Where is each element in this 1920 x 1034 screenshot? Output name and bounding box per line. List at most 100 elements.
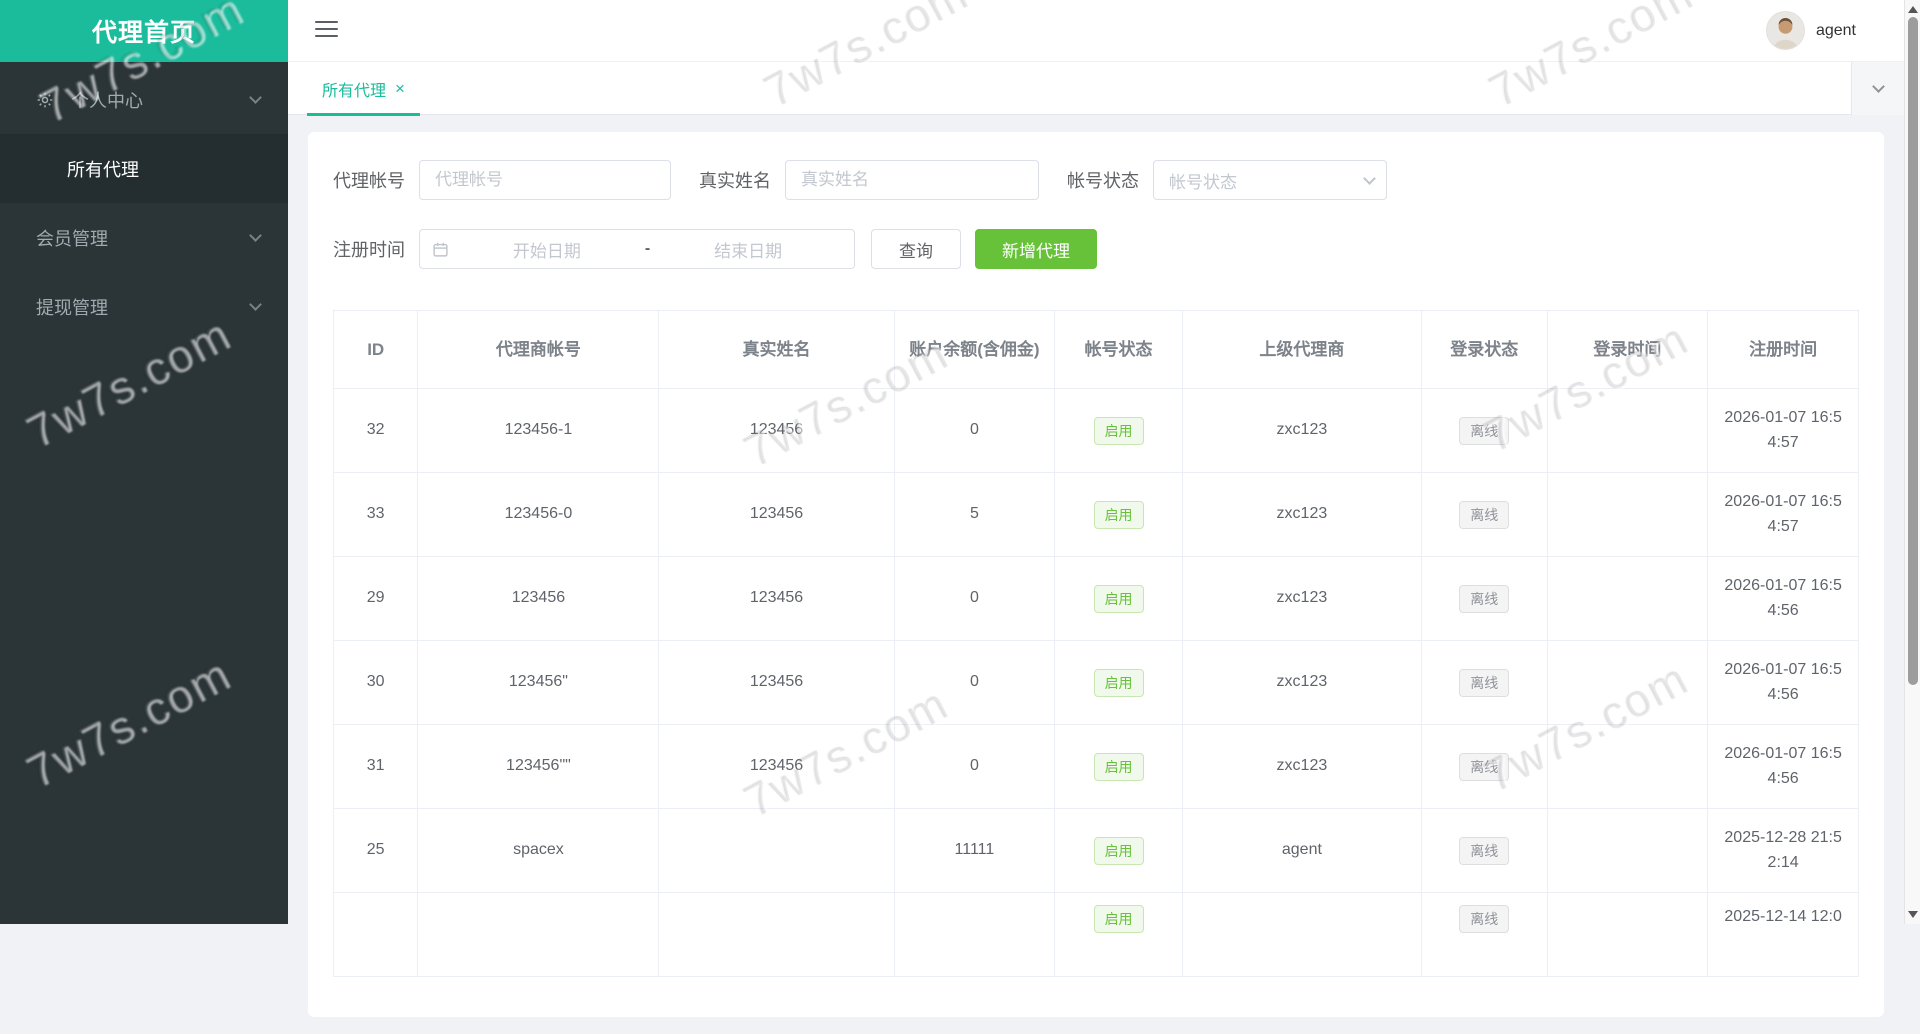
column-header: 真实姓名 (658, 310, 895, 389)
real-name-input[interactable] (785, 160, 1039, 200)
cell-reg_time: 2026-01-07 16:54:56 (1707, 640, 1859, 725)
login-status-badge: 离线 (1459, 584, 1510, 613)
username-label: agent (1815, 21, 1856, 39)
cell-login_time (1546, 724, 1709, 809)
avatar[interactable] (1765, 11, 1805, 50)
sidebar-header: 代理首页 (0, 0, 288, 62)
cell-parent: agent (1181, 808, 1422, 893)
content-card: 代理帐号 真实姓名 帐号状态 帐号状态 注册时间 (308, 132, 1884, 1017)
date-separator: - (644, 240, 651, 257)
cell-balance: 0 (893, 556, 1056, 641)
cell-balance: 0 (893, 388, 1056, 473)
scroll-down-arrow-icon[interactable] (1908, 911, 1918, 918)
tab-bar: 所有代理 × (288, 62, 1904, 116)
cell-login_time (1546, 472, 1709, 557)
cell-login_status: 离线 (1420, 556, 1548, 641)
reg-time-label: 注册时间 (333, 240, 405, 260)
date-range-picker[interactable]: 开始日期 - 结束日期 (419, 229, 855, 269)
cell-login_time (1546, 640, 1709, 725)
cell-status: 启用 (1054, 808, 1183, 893)
login-status-badge: 离线 (1459, 668, 1510, 697)
account-status-placeholder: 帐号状态 (1169, 172, 1237, 192)
cell-reg_time: 2026-01-07 16:54:57 (1707, 472, 1859, 557)
cell-balance (893, 892, 1056, 977)
date-start-input[interactable]: 开始日期 (512, 241, 581, 261)
cell-real_name: 123456 (658, 640, 895, 725)
cell-reg_time: 2026-01-07 16:54:56 (1707, 724, 1859, 809)
add-agent-button[interactable]: 新增代理 (975, 229, 1097, 269)
top-navbar: agent (288, 0, 1904, 62)
status-badge: 启用 (1093, 836, 1144, 865)
tab-list-dropdown-button[interactable] (1851, 62, 1904, 115)
date-end-input[interactable]: 结束日期 (714, 241, 783, 261)
tab-close-icon[interactable]: × (395, 79, 405, 98)
cell-id: 30 (332, 640, 419, 725)
cell-reg_time: 2026-01-07 16:54:57 (1707, 388, 1859, 473)
sidebar-item-1[interactable]: 所有代理 (0, 134, 288, 203)
cell-parent: zxc123 (1181, 640, 1422, 725)
login-status-badge: 离线 (1459, 416, 1510, 445)
vertical-scrollbar[interactable] (1904, 0, 1920, 924)
cell-login_time (1546, 892, 1709, 977)
cell-id (332, 892, 419, 977)
cell-login_status: 离线 (1420, 892, 1548, 977)
search-form-row-2: 注册时间 开始日期 - 结束日期 查询 新增代理 (333, 229, 1859, 269)
chevron-down-icon (1871, 80, 1885, 93)
tab-label: 所有代理 (322, 82, 387, 100)
sidebar-item-label: 提现管理 (36, 297, 108, 318)
user-menu[interactable]: agent (1765, 11, 1856, 50)
sidebar-item-3[interactable]: 提现管理 (0, 272, 288, 341)
login-status-badge: 离线 (1459, 500, 1510, 529)
status-badge: 启用 (1093, 416, 1144, 445)
agent-account-label: 代理帐号 (333, 171, 405, 191)
account-status-select[interactable]: 帐号状态 (1153, 160, 1387, 200)
tab-all-agents[interactable]: 所有代理 × (307, 62, 420, 116)
cell-real_name: 123456 (658, 388, 895, 473)
content-area: 代理帐号 真实姓名 帐号状态 帐号状态 注册时间 (288, 115, 1904, 1034)
scroll-up-arrow-icon[interactable] (1908, 6, 1918, 13)
cell-parent: zxc123 (1181, 472, 1422, 557)
cell-status: 启用 (1054, 892, 1183, 977)
cell-id: 32 (332, 388, 419, 473)
app-title: 代理首页 (91, 19, 196, 47)
gear-icon (36, 91, 54, 109)
main-area: agent 所有代理 × 代理帐号 真实姓名 帐号状态 帐号状态 (288, 0, 1904, 1017)
avatar-photo (1766, 12, 1804, 49)
column-header: 注册时间 (1707, 310, 1859, 389)
table-row: 启用 离线 2025-12-14 12:0 (332, 892, 1859, 977)
cell-login_status: 离线 (1420, 640, 1548, 725)
table-row: 33 123456-0 123456 5 启用 zxc123 离线 2026-01-07 16… (332, 472, 1859, 557)
account-status-label: 帐号状态 (1067, 171, 1139, 191)
sidebar-menu: 个人中心所有代理会员管理提现管理 (0, 62, 288, 341)
cell-parent: zxc123 (1181, 388, 1422, 473)
login-status-badge: 离线 (1459, 836, 1510, 865)
cell-balance: 0 (893, 640, 1056, 725)
table-row: 30 123456" 123456 0 启用 zxc123 离线 2026-01-07 16:… (332, 640, 1859, 725)
status-badge: 启用 (1093, 905, 1144, 933)
chevron-down-icon (249, 298, 262, 311)
hamburger-menu-button[interactable] (315, 21, 338, 37)
column-header: 登录状态 (1420, 310, 1548, 389)
table-row: 32 123456-1 123456 0 启用 zxc123 离线 2026-01-07 16… (332, 388, 1859, 473)
cell-real_name: 123456 (658, 472, 895, 557)
real-name-label: 真实姓名 (699, 171, 771, 191)
table-row: 29 123456 123456 0 启用 zxc123 离线 2026-01-07 16:5… (332, 556, 1859, 641)
sidebar: 代理首页 个人中心所有代理会员管理提现管理 (0, 0, 288, 924)
search-form-row-1: 代理帐号 真实姓名 帐号状态 帐号状态 (333, 160, 1859, 200)
cell-id: 29 (332, 556, 419, 641)
sidebar-item-label: 所有代理 (67, 159, 139, 180)
chevron-down-icon (249, 229, 262, 242)
cell-id: 31 (332, 724, 419, 809)
sidebar-item-2[interactable]: 会员管理 (0, 203, 288, 272)
cell-account: 123456"" (417, 724, 660, 809)
cell-real_name (658, 808, 895, 893)
cell-status: 启用 (1054, 388, 1183, 473)
column-header: 账户余额(含佣金) (893, 310, 1056, 389)
search-button[interactable]: 查询 (871, 229, 961, 269)
agent-account-input[interactable] (419, 160, 671, 200)
sidebar-item-0[interactable]: 个人中心 (0, 65, 288, 134)
chevron-down-icon (1363, 172, 1376, 185)
cell-real_name: 123456 (658, 556, 895, 641)
cell-status: 启用 (1054, 472, 1183, 557)
scrollbar-thumb[interactable] (1908, 17, 1918, 685)
